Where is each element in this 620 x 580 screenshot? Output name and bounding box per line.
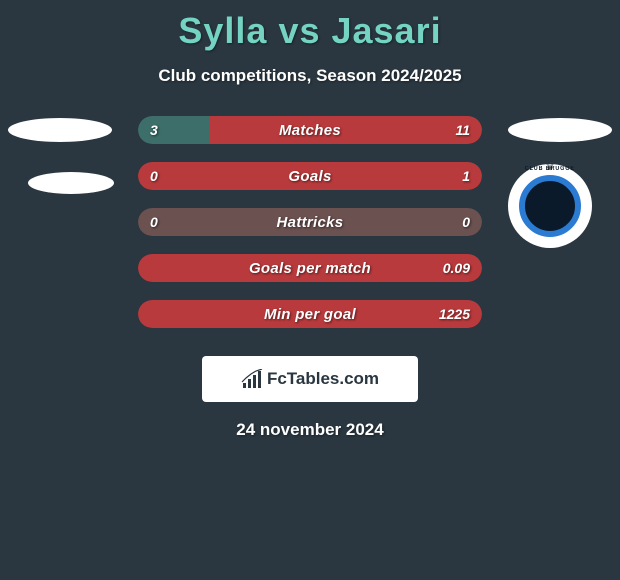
page-subtitle: Club competitions, Season 2024/2025	[0, 66, 620, 86]
bar-left-value: 0	[150, 214, 158, 230]
date-text: 24 november 2024	[0, 420, 620, 440]
stat-bar: Matches3 11	[138, 116, 482, 144]
left-placeholder-shapes	[0, 116, 114, 194]
crest-inner	[519, 175, 581, 237]
stat-bar: Goals0 1	[138, 162, 482, 190]
page-title: Sylla vs Jasari	[0, 0, 620, 52]
bar-right-value: 1	[462, 168, 470, 184]
bar-right-value: 11	[455, 122, 470, 138]
brand-logo-text: FcTables.com	[267, 369, 379, 389]
bar-label: Matches	[138, 122, 482, 139]
bar-left-value: 0	[150, 168, 158, 184]
bar-right-value: 0	[462, 214, 470, 230]
club-crest: ♛ CLUB BRUGGE	[508, 164, 592, 248]
placeholder-ellipse	[28, 172, 114, 194]
stat-bars: Matches311Goals01Hattricks00Goals per ma…	[138, 116, 482, 328]
bar-label: Goals	[138, 168, 482, 185]
stat-bar: Min per goal1225	[138, 300, 482, 328]
bar-right-value: 0.09	[443, 260, 470, 276]
chart-icon	[241, 369, 263, 389]
crest-label: CLUB BRUGGE	[525, 166, 575, 172]
bar-left-value: 3	[150, 122, 158, 138]
stat-bar: Hattricks0 0	[138, 208, 482, 236]
right-placeholder-shapes: ♛ CLUB BRUGGE	[508, 116, 620, 248]
main-content: ♛ CLUB BRUGGE Matches311Goals01Hattricks…	[0, 116, 620, 328]
bar-label: Hattricks	[138, 214, 482, 231]
bar-label: Goals per match	[138, 260, 482, 277]
brand-logo-box: FcTables.com	[202, 356, 418, 402]
bar-right-value: 1225	[439, 306, 470, 322]
brand-logo: FcTables.com	[241, 369, 379, 389]
placeholder-ellipse	[508, 118, 612, 142]
stat-bar: Goals per match0.09	[138, 254, 482, 282]
bar-label: Min per goal	[138, 306, 482, 323]
placeholder-ellipse	[8, 118, 112, 142]
